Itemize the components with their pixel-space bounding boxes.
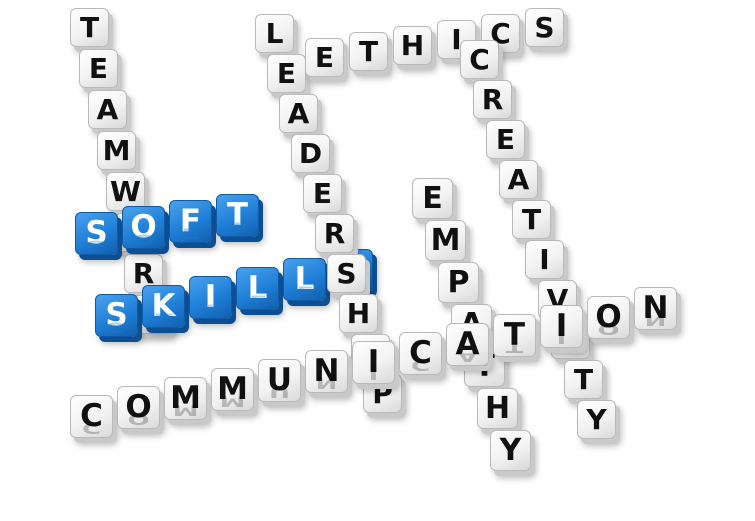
letter-cube: T (349, 32, 388, 71)
letter-cube: E (79, 49, 118, 88)
letter-cube: S (525, 8, 564, 47)
letter-cube: S (327, 254, 366, 293)
letter-cube: I (189, 276, 232, 319)
letter-cube: C (70, 395, 113, 438)
letter-cube: M (211, 368, 254, 411)
letter-cube: R (473, 80, 512, 119)
letter-cube: T (216, 194, 259, 237)
letter-cube: T (564, 360, 603, 399)
letter-cube: O (117, 386, 160, 429)
letter-cube: A (499, 160, 538, 199)
letter-cube: E (267, 54, 306, 93)
letter-cube: I (525, 240, 564, 279)
letter-cube: C (460, 40, 499, 79)
letter-cube: E (412, 178, 453, 219)
letter-cube: E (486, 120, 525, 159)
letter-cube: D (291, 134, 330, 173)
letter-cube: L (255, 14, 294, 53)
letter-cube: L (236, 267, 279, 310)
letter-cube: N (634, 287, 677, 330)
letter-cube: F (169, 200, 212, 243)
letter-cube: C (399, 332, 442, 375)
letter-cube: N (305, 350, 348, 393)
letter-cube: E (303, 174, 342, 213)
letter-cube: H (477, 388, 518, 429)
letter-cube: R (315, 214, 354, 253)
letter-cube: A (279, 94, 318, 133)
letter-cube: M (164, 377, 207, 420)
letter-cube: M (97, 131, 136, 170)
letter-cube: S (75, 212, 118, 255)
letter-cube: E (305, 38, 344, 77)
letter-cube: P (438, 262, 479, 303)
letter-cube: S (95, 294, 138, 337)
letter-cube: T (493, 314, 536, 357)
letter-cube: K (142, 285, 185, 328)
letter-cube: I (352, 341, 395, 384)
letter-cube: A (88, 90, 127, 129)
letter-cube: O (122, 206, 165, 249)
letter-cube: Y (577, 400, 616, 439)
letter-cube: H (393, 26, 432, 65)
letter-cube: W (106, 172, 145, 211)
letter-cube: M (425, 220, 466, 261)
letter-cube: L (283, 258, 326, 301)
letter-cube: A (446, 323, 489, 366)
letter-cube: R (124, 254, 163, 293)
letter-cube: T (512, 200, 551, 239)
letter-cube: T (70, 8, 109, 47)
letter-cube: I (540, 305, 583, 348)
letter-cube: O (587, 296, 630, 339)
letter-cube: H (339, 294, 378, 333)
letter-cube: Y (490, 430, 531, 471)
letter-cube: U (258, 359, 301, 402)
